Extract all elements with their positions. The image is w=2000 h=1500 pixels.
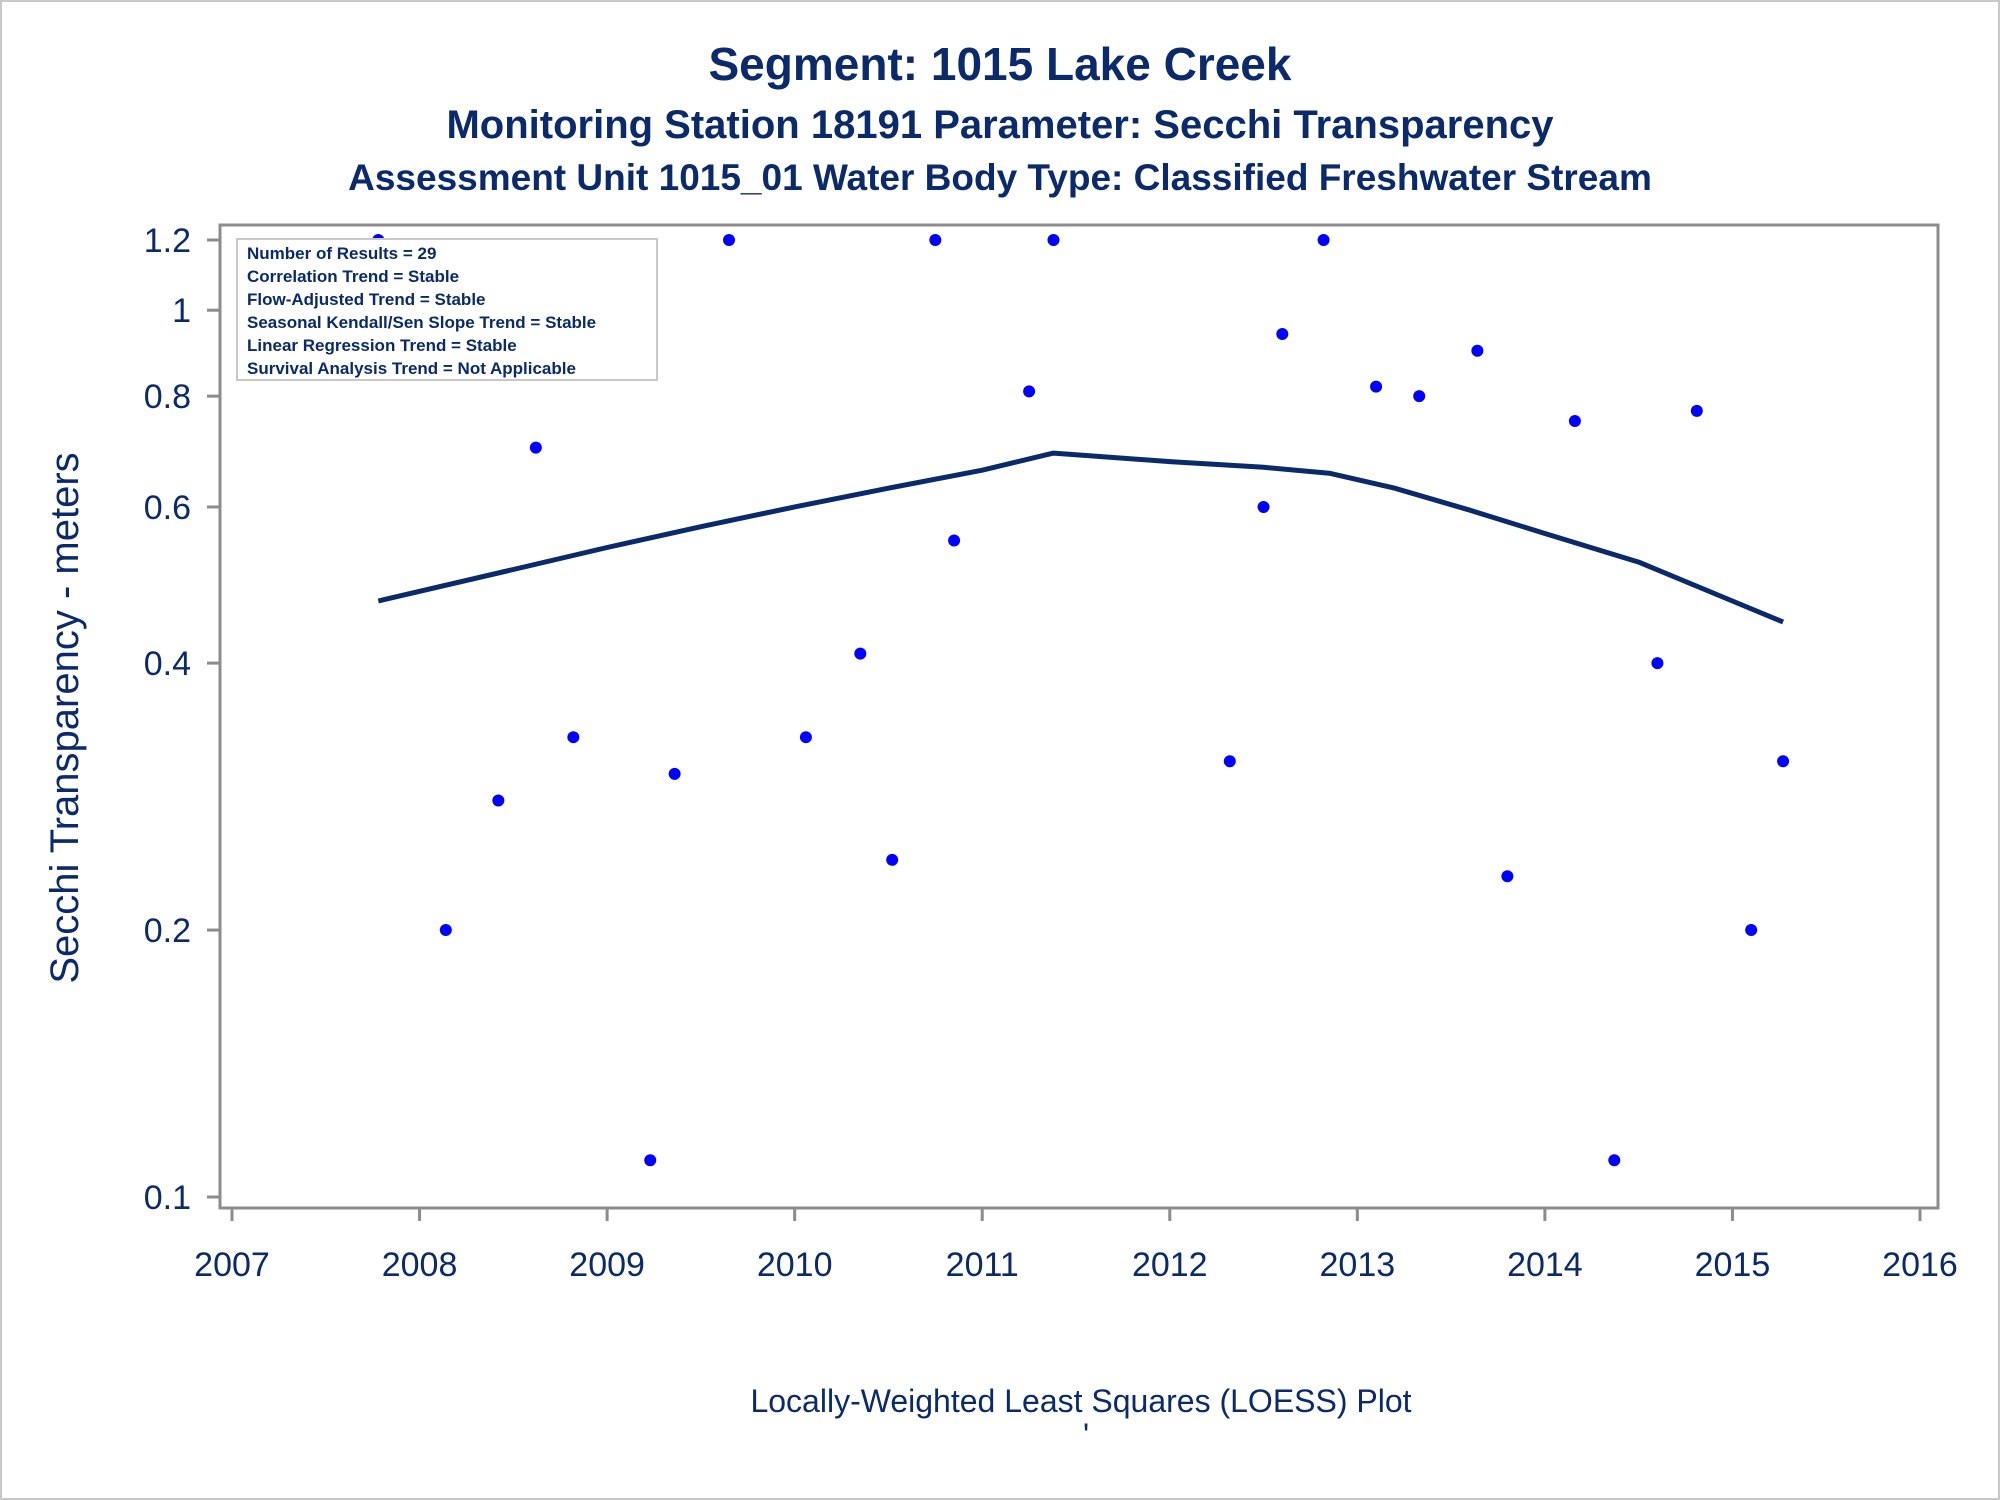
data-point <box>492 794 505 807</box>
data-point <box>1568 415 1581 428</box>
info-legend-box: Number of Results = 29 Correlation Trend… <box>236 238 658 381</box>
data-point <box>1471 344 1484 357</box>
chart-footnote-mark: ' <box>1083 1417 1089 1453</box>
data-point <box>1690 404 1703 417</box>
y-tick-label: 0.2 <box>144 912 191 950</box>
chart-subtitle: Monitoring Station 18191 Parameter: Secc… <box>446 103 1554 147</box>
data-point <box>644 1154 657 1167</box>
x-tick-label: 2011 <box>946 1246 1019 1284</box>
data-point <box>1501 870 1514 883</box>
data-point <box>886 853 899 866</box>
data-point <box>1777 755 1790 768</box>
chart-title: Segment: 1015 Lake Creek <box>709 38 1292 90</box>
info-line-linear-regression: Linear Regression Trend = Stable <box>247 336 517 355</box>
x-tick-label: 2014 <box>1507 1246 1583 1284</box>
data-point <box>948 534 961 547</box>
data-point <box>1257 500 1270 513</box>
x-tick-label: 2012 <box>1132 1246 1208 1284</box>
data-point <box>567 731 580 744</box>
x-tick-label: 2010 <box>757 1246 833 1284</box>
data-point <box>1413 390 1426 403</box>
x-tick-label: 2009 <box>569 1246 645 1284</box>
data-point <box>1370 380 1383 393</box>
data-point <box>1276 328 1289 341</box>
info-line-seasonal-kendall: Seasonal Kendall/Sen Slope Trend = Stabl… <box>247 313 596 332</box>
x-tick-label: 2007 <box>194 1246 270 1284</box>
plot-area-frame <box>218 223 1940 1210</box>
x-axis: 2007 2008 2009 2010 2011 2012 2013 2014 2015 2016 <box>194 1208 1958 1284</box>
x-tick-label: 2013 <box>1320 1246 1396 1284</box>
data-point <box>799 731 812 744</box>
data-point <box>1023 385 1036 398</box>
y-tick-label: 0.6 <box>144 489 191 527</box>
y-tick-label: 1.2 <box>144 222 191 260</box>
data-point <box>529 441 542 454</box>
data-point <box>854 647 867 660</box>
data-point <box>439 924 452 937</box>
info-line-correlation: Correlation Trend = Stable <box>247 267 459 286</box>
y-tick-label: 0.4 <box>144 645 191 683</box>
chart-footnote: Locally-Weighted Least Squares (LOESS) P… <box>750 1383 1411 1419</box>
data-point <box>1651 657 1664 670</box>
info-line-survival: Survival Analysis Trend = Not Applicable <box>247 359 576 378</box>
data-point <box>1223 755 1236 768</box>
data-point <box>929 234 942 246</box>
data-point <box>668 767 681 780</box>
x-tick-label: 2015 <box>1695 1246 1771 1284</box>
y-tick-label: 1 <box>172 292 191 330</box>
info-line-flow-adjusted: Flow-Adjusted Trend = Stable <box>247 290 486 309</box>
info-line-results: Number of Results = 29 <box>247 244 436 263</box>
x-tick-label: 2016 <box>1882 1246 1958 1284</box>
y-axis-label: Secchi Transparency - meters <box>43 452 87 983</box>
info-legend-frame <box>236 238 658 381</box>
y-tick-label: 0.8 <box>144 378 191 416</box>
data-point <box>723 234 736 246</box>
loess-line <box>377 450 1785 625</box>
data-point <box>1745 924 1758 937</box>
x-tick-label: 2008 <box>382 1246 458 1284</box>
data-point <box>1608 1154 1621 1167</box>
y-tick-label: 0.1 <box>144 1179 191 1217</box>
y-axis: 0.1 0.2 0.4 0.6 0.8 1 1.2 <box>144 222 220 1217</box>
data-point <box>1047 234 1060 246</box>
chart-subtitle-2: Assessment Unit 1015_01 Water Body Type:… <box>348 157 1652 198</box>
data-point <box>1317 234 1330 246</box>
